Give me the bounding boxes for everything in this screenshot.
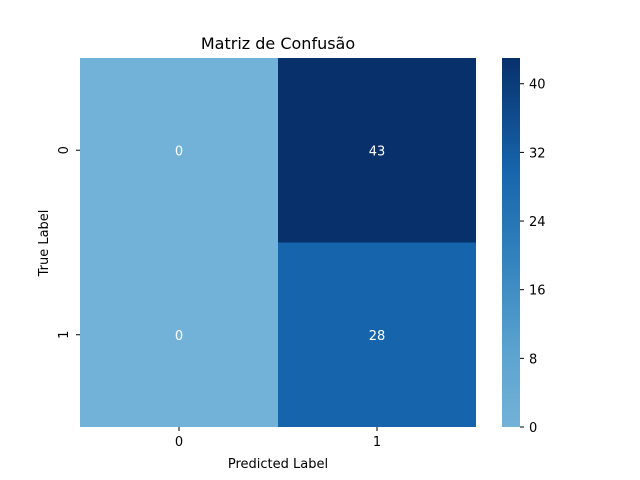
cell-value-label: 43 — [369, 144, 386, 159]
colorbar: 0 8 16 24 32 40 — [502, 58, 546, 436]
y-axis-label: True Label — [37, 210, 52, 278]
cell-value-label: 0 — [175, 329, 183, 344]
x-axis-label: Predicted Label — [228, 457, 328, 472]
y-tick-label: 0 — [57, 146, 72, 154]
x-tick-label: 1 — [373, 435, 381, 450]
colorbar-gradient — [502, 58, 520, 427]
colorbar-tick-label: 24 — [529, 215, 546, 230]
cell-value-label: 0 — [175, 144, 183, 159]
colorbar-tick-label: 40 — [529, 78, 546, 93]
heatmap-cell — [80, 242, 278, 427]
y-tick-label: 1 — [57, 331, 72, 339]
heatmap-cell — [278, 242, 476, 427]
chart-title: Matriz de Confusão — [201, 34, 355, 53]
x-tick-label: 0 — [175, 435, 183, 450]
heatmap-cells: 0 43 0 28 — [80, 58, 476, 427]
colorbar-tick-label: 8 — [529, 352, 537, 367]
heatmap-cell — [80, 58, 278, 243]
heatmap-cell — [278, 58, 476, 243]
colorbar-tick-label: 0 — [529, 421, 537, 436]
cell-value-label: 28 — [369, 329, 386, 344]
colorbar-tick-label: 16 — [529, 284, 546, 299]
colorbar-tick-label: 32 — [529, 146, 546, 161]
y-axis: 01 — [57, 146, 80, 339]
